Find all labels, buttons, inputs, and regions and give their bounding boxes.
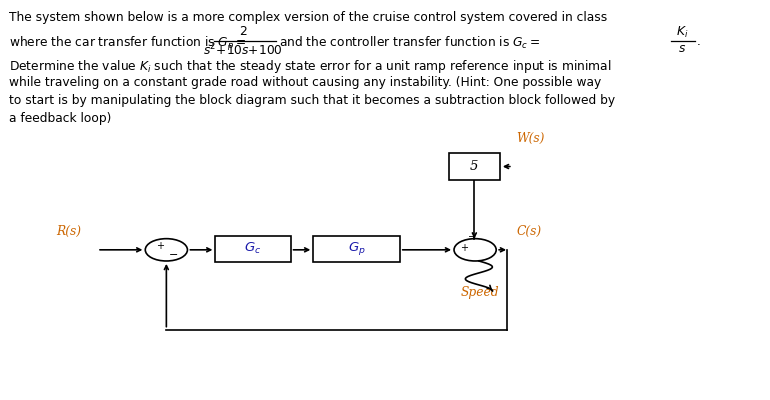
Text: $K_i$: $K_i$ xyxy=(676,25,688,40)
Text: W(s): W(s) xyxy=(517,132,545,145)
Text: $G_p$: $G_p$ xyxy=(347,240,365,257)
Text: +: + xyxy=(460,243,468,253)
Text: $s^2$+10$s$+100: $s^2$+10$s$+100 xyxy=(203,42,283,58)
Text: R(s): R(s) xyxy=(56,225,81,238)
Text: 5: 5 xyxy=(470,160,478,173)
Text: +: + xyxy=(156,241,164,251)
Text: $s$: $s$ xyxy=(678,42,686,54)
Text: while traveling on a constant grade road without causing any instability. (Hint:: while traveling on a constant grade road… xyxy=(8,76,601,90)
Text: Determine the value $K_i$ such that the steady state error for a unit ramp refer: Determine the value $K_i$ such that the … xyxy=(8,58,611,76)
FancyBboxPatch shape xyxy=(216,236,290,262)
FancyBboxPatch shape xyxy=(449,153,500,180)
Text: a feedback loop): a feedback loop) xyxy=(8,112,111,125)
Text: $G_c$: $G_c$ xyxy=(244,241,262,256)
FancyBboxPatch shape xyxy=(313,236,400,262)
Text: to start is by manipulating the block diagram such that it becomes a subtraction: to start is by manipulating the block di… xyxy=(8,94,614,107)
Text: C(s): C(s) xyxy=(517,225,541,238)
Text: 2: 2 xyxy=(239,25,247,38)
Text: and the controller transfer function is $G_c=$: and the controller transfer function is … xyxy=(280,34,541,51)
Text: −: − xyxy=(468,232,476,242)
Text: .: . xyxy=(697,34,701,48)
Text: where the car transfer function is $G_p=$: where the car transfer function is $G_p=… xyxy=(8,34,246,52)
Text: −: − xyxy=(169,250,179,260)
Text: Speed: Speed xyxy=(461,286,500,299)
Text: The system shown below is a more complex version of the cruise control system co: The system shown below is a more complex… xyxy=(8,11,607,24)
